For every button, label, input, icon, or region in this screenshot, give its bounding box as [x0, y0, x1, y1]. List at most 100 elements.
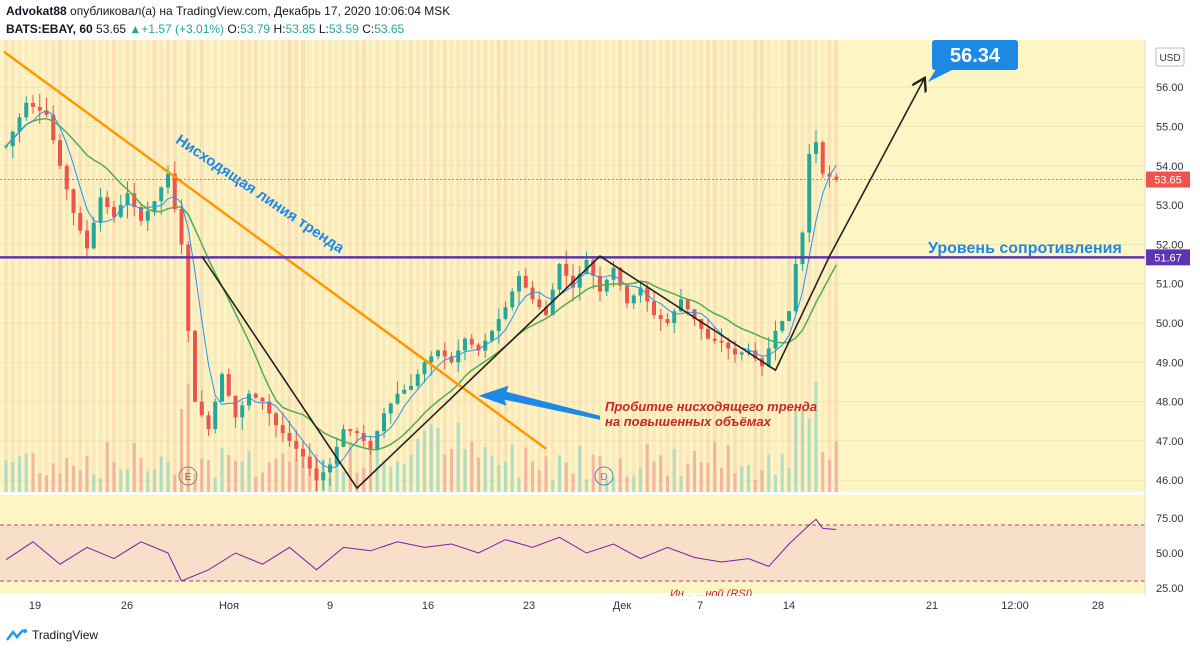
- volume-bar: [531, 461, 534, 492]
- candle: [71, 189, 76, 213]
- volume-bar: [679, 475, 683, 492]
- volume-stripe: [31, 40, 35, 492]
- volume-stripe: [658, 40, 663, 492]
- candle: [166, 173, 170, 188]
- candle: [557, 264, 562, 290]
- volume-bar: [38, 472, 42, 492]
- candle: [692, 309, 697, 320]
- volume-bar: [72, 465, 75, 492]
- x-tick-label: Дек: [613, 600, 632, 612]
- volume-bar: [220, 448, 224, 492]
- price-axis[interactable]: [1145, 40, 1200, 596]
- candle: [172, 173, 177, 210]
- volume-stripe: [118, 40, 123, 492]
- volume-stripe: [179, 40, 184, 492]
- volume-bar: [166, 461, 170, 492]
- volume-stripe: [355, 40, 359, 492]
- candle: [787, 311, 791, 322]
- y-tick-label: 49.00: [1156, 357, 1184, 369]
- candle: [584, 260, 589, 274]
- currency-box[interactable]: [1155, 47, 1185, 67]
- candle: [206, 415, 211, 430]
- candle: [280, 425, 285, 434]
- author[interactable]: Advokat88: [6, 4, 67, 18]
- svg-text:51.67: 51.67: [1154, 252, 1182, 264]
- y-tick-label: 53.00: [1156, 200, 1184, 212]
- volume-bar: [11, 462, 15, 492]
- volume-bar: [348, 441, 352, 492]
- volume-stripe: [260, 40, 265, 492]
- chart-header: Advokat88 опубликовал(а) на TradingView.…: [6, 4, 1006, 38]
- candle: [382, 413, 386, 432]
- candle: [91, 222, 96, 249]
- candle: [631, 295, 636, 304]
- volume-bar: [706, 462, 710, 492]
- volume-stripe: [247, 40, 251, 492]
- volume-stripe: [712, 40, 717, 492]
- candle: [733, 348, 737, 355]
- volume-bar: [585, 479, 588, 492]
- candle: [85, 230, 89, 249]
- volume-stripe: [409, 40, 413, 492]
- symbol[interactable]: BATS:EBAY, 60: [6, 22, 93, 36]
- volume-stripe: [598, 40, 602, 492]
- candle: [496, 319, 501, 331]
- volume-bar: [463, 448, 467, 492]
- candle: [490, 330, 494, 341]
- volume-bar: [105, 441, 109, 492]
- volume-stripe: [321, 40, 326, 492]
- candle: [105, 197, 110, 208]
- candle: [361, 433, 366, 441]
- last-price-tag: 53.65: [1146, 171, 1190, 188]
- volume-bar: [605, 479, 609, 492]
- volume-stripe: [159, 40, 164, 492]
- volume-bar: [301, 458, 305, 492]
- candle: [112, 207, 116, 217]
- candle: [442, 350, 447, 357]
- volume-bar: [382, 460, 386, 492]
- candle: [132, 193, 137, 208]
- volume-bar: [807, 418, 811, 492]
- volume-bar: [416, 438, 420, 492]
- volume-bar: [659, 455, 663, 492]
- volume-bar: [726, 445, 730, 492]
- y-tick-label: 46.00: [1156, 475, 1184, 487]
- volume-bar: [288, 461, 291, 492]
- candle: [267, 401, 272, 414]
- y-tick-label: 50.00: [1156, 318, 1184, 330]
- volume-stripe: [125, 40, 130, 492]
- volume-bar: [369, 446, 372, 492]
- x-axis-ticks: 19 26 Ноя 9 16 23 Дек 7 14 21 12:00 28: [0, 596, 1200, 618]
- volume-bar: [126, 469, 129, 492]
- rsi-axis-ticks: 75.00 50.00 25.00: [1156, 513, 1184, 595]
- open-label: O:: [227, 22, 241, 36]
- volume-stripe: [4, 40, 8, 492]
- volume-stripe: [415, 40, 420, 492]
- brand-label[interactable]: TradingView: [32, 628, 99, 642]
- candle: [402, 389, 407, 394]
- forecast-arrow: [828, 79, 925, 257]
- volume-stripe: [375, 40, 380, 492]
- event-marker-e[interactable]: E: [178, 466, 198, 486]
- volume-bar: [92, 474, 96, 492]
- volume-stripe: [388, 40, 393, 492]
- volume-stripe: [544, 40, 548, 492]
- volume-bar: [456, 423, 460, 492]
- event-marker-d[interactable]: D: [594, 466, 614, 486]
- volume-stripe: [152, 40, 157, 492]
- candle: [4, 146, 8, 148]
- candle: [726, 342, 731, 349]
- volume-stripe: [625, 40, 629, 492]
- close-value: 53.65: [374, 22, 405, 36]
- candle: [638, 287, 643, 296]
- x-axis-bg: [0, 596, 1200, 618]
- volume-stripe: [638, 40, 643, 492]
- volume-stripe: [685, 40, 690, 492]
- candle: [604, 279, 609, 292]
- volume-bar: [598, 456, 602, 492]
- volume-stripe: [24, 40, 29, 492]
- candle: [625, 285, 629, 304]
- volume-bar: [801, 409, 804, 492]
- volume-stripe: [618, 40, 623, 492]
